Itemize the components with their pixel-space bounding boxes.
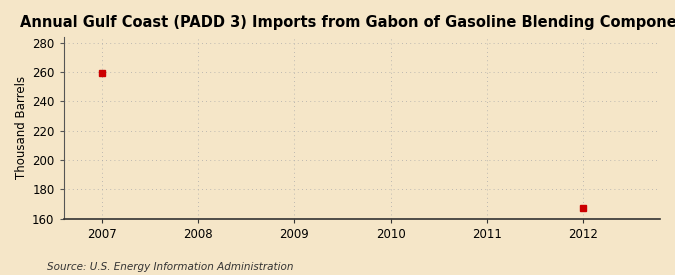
- Y-axis label: Thousand Barrels: Thousand Barrels: [15, 76, 28, 179]
- Title: Annual Gulf Coast (PADD 3) Imports from Gabon of Gasoline Blending Components: Annual Gulf Coast (PADD 3) Imports from …: [20, 15, 675, 30]
- Text: Source: U.S. Energy Information Administration: Source: U.S. Energy Information Administ…: [47, 262, 294, 272]
